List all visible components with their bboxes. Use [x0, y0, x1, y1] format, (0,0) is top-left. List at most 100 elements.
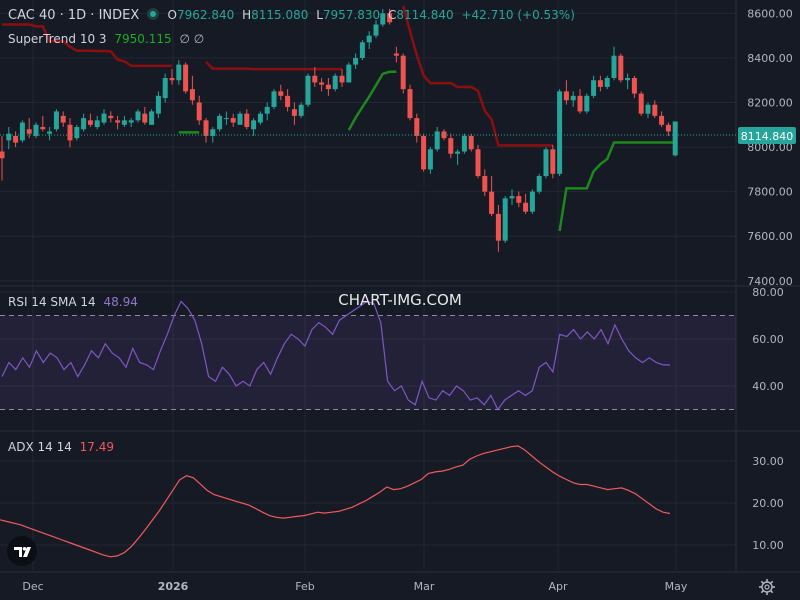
candle[interactable]: [489, 176, 495, 217]
supertrend-legend[interactable]: SuperTrend 10 3 7950.115 ∅ ∅: [8, 32, 208, 46]
candle[interactable]: [108, 111, 114, 123]
candle[interactable]: [339, 69, 345, 87]
candle[interactable]: [67, 118, 73, 148]
candle[interactable]: [47, 127, 53, 141]
candle[interactable]: [155, 91, 161, 119]
candle[interactable]: [577, 89, 583, 114]
candle[interactable]: [33, 122, 39, 139]
candle[interactable]: [210, 127, 216, 143]
candle[interactable]: [196, 95, 202, 125]
candle[interactable]: [6, 127, 12, 150]
candle[interactable]: [115, 115, 121, 130]
candle[interactable]: [203, 118, 209, 143]
candle[interactable]: [448, 133, 454, 159]
candle[interactable]: [618, 53, 624, 83]
candle[interactable]: [162, 73, 168, 103]
candle[interactable]: [427, 147, 433, 174]
candle[interactable]: [434, 127, 440, 152]
candle[interactable]: [312, 66, 318, 87]
candle[interactable]: [468, 133, 474, 152]
candle[interactable]: [189, 75, 195, 105]
candle[interactable]: [373, 20, 379, 38]
candle[interactable]: [366, 31, 372, 50]
candle[interactable]: [291, 102, 297, 125]
candle[interactable]: [121, 115, 127, 128]
adx-legend[interactable]: ADX 14 14 17.49: [8, 440, 118, 454]
candle[interactable]: [495, 205, 501, 252]
candle[interactable]: [325, 77, 331, 96]
rsi-legend[interactable]: RSI 14 SMA 14 48.94: [8, 295, 142, 309]
market-status-icon[interactable]: [147, 8, 160, 20]
candle[interactable]: [60, 111, 66, 128]
candle[interactable]: [536, 173, 542, 194]
candle[interactable]: [87, 113, 93, 128]
candle[interactable]: [319, 77, 325, 92]
candle[interactable]: [101, 109, 107, 125]
candle[interactable]: [223, 111, 229, 125]
candle[interactable]: [285, 89, 291, 112]
candle[interactable]: [380, 8, 386, 27]
candle[interactable]: [278, 84, 284, 101]
candle[interactable]: [604, 75, 610, 90]
candle[interactable]: [414, 113, 420, 143]
candle[interactable]: [359, 40, 365, 61]
candle[interactable]: [543, 147, 549, 179]
candle[interactable]: [257, 111, 263, 125]
candle[interactable]: [271, 89, 277, 110]
candle[interactable]: [591, 75, 597, 99]
candle[interactable]: [597, 75, 603, 92]
candle[interactable]: [584, 93, 590, 114]
candle[interactable]: [346, 62, 352, 83]
candle[interactable]: [19, 120, 25, 143]
price-axis[interactable]: 8600.00 8400.00 8200.00 8000.00 7800.00 7600.…: [747, 7, 793, 552]
candle[interactable]: [659, 111, 665, 128]
candle[interactable]: [74, 124, 80, 141]
candle[interactable]: [149, 109, 155, 125]
symbol-title[interactable]: CAC 40 · 1D · INDEX: [8, 8, 140, 23]
candle[interactable]: [0, 135, 5, 181]
candle[interactable]: [393, 46, 399, 63]
candles[interactable]: [0, 8, 678, 252]
candle[interactable]: [353, 53, 359, 70]
candle[interactable]: [550, 144, 556, 179]
candle[interactable]: [298, 102, 304, 119]
candle[interactable]: [516, 191, 522, 208]
candle[interactable]: [13, 131, 19, 148]
candle[interactable]: [244, 109, 250, 130]
candle[interactable]: [400, 53, 406, 94]
candle[interactable]: [230, 113, 236, 128]
candle[interactable]: [169, 69, 175, 85]
candle[interactable]: [94, 115, 100, 130]
candle[interactable]: [305, 73, 311, 107]
candle[interactable]: [128, 118, 134, 128]
candle[interactable]: [407, 84, 413, 121]
time-axis[interactable]: Dec 2026 Feb Mar Apr May: [22, 580, 688, 593]
candle[interactable]: [625, 73, 631, 90]
candle[interactable]: [509, 189, 515, 206]
gear-icon[interactable]: [758, 578, 776, 596]
candle[interactable]: [557, 89, 563, 177]
candle[interactable]: [237, 111, 243, 125]
candle[interactable]: [461, 133, 467, 154]
candle[interactable]: [176, 60, 182, 85]
candle[interactable]: [631, 75, 637, 99]
candle[interactable]: [529, 189, 535, 214]
tradingview-logo-icon[interactable]: [7, 536, 37, 566]
candle[interactable]: [217, 113, 223, 132]
candle[interactable]: [251, 118, 257, 136]
candle[interactable]: [142, 106, 148, 125]
candle[interactable]: [563, 80, 569, 105]
candle[interactable]: [645, 102, 651, 119]
eye-icon[interactable]: ∅ ∅: [179, 32, 205, 46]
candle[interactable]: [523, 193, 529, 214]
candle[interactable]: [53, 109, 59, 132]
candle[interactable]: [672, 121, 678, 157]
candle[interactable]: [475, 144, 481, 179]
candle[interactable]: [40, 115, 46, 132]
candle[interactable]: [502, 196, 508, 243]
candle[interactable]: [332, 73, 338, 92]
candle[interactable]: [570, 91, 576, 107]
candle[interactable]: [652, 100, 658, 119]
candle[interactable]: [26, 118, 32, 139]
